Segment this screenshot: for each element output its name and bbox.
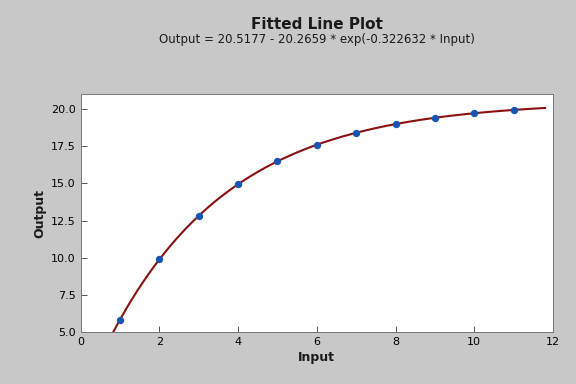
- Point: [430, 115, 439, 121]
- Point: [509, 107, 518, 113]
- Text: Output = 20.5177 - 20.2659 * exp(-0.322632 * Input): Output = 20.5177 - 20.2659 * exp(-0.3226…: [159, 33, 475, 46]
- Point: [233, 181, 242, 187]
- Point: [194, 213, 203, 219]
- Point: [115, 316, 124, 323]
- Point: [155, 257, 164, 263]
- X-axis label: Input: Input: [298, 351, 335, 364]
- Point: [469, 110, 479, 116]
- Point: [391, 121, 400, 127]
- Text: Fitted Line Plot: Fitted Line Plot: [251, 17, 382, 32]
- Point: [312, 142, 321, 148]
- Point: [273, 158, 282, 164]
- Y-axis label: Output: Output: [34, 189, 47, 238]
- Point: [351, 130, 361, 136]
